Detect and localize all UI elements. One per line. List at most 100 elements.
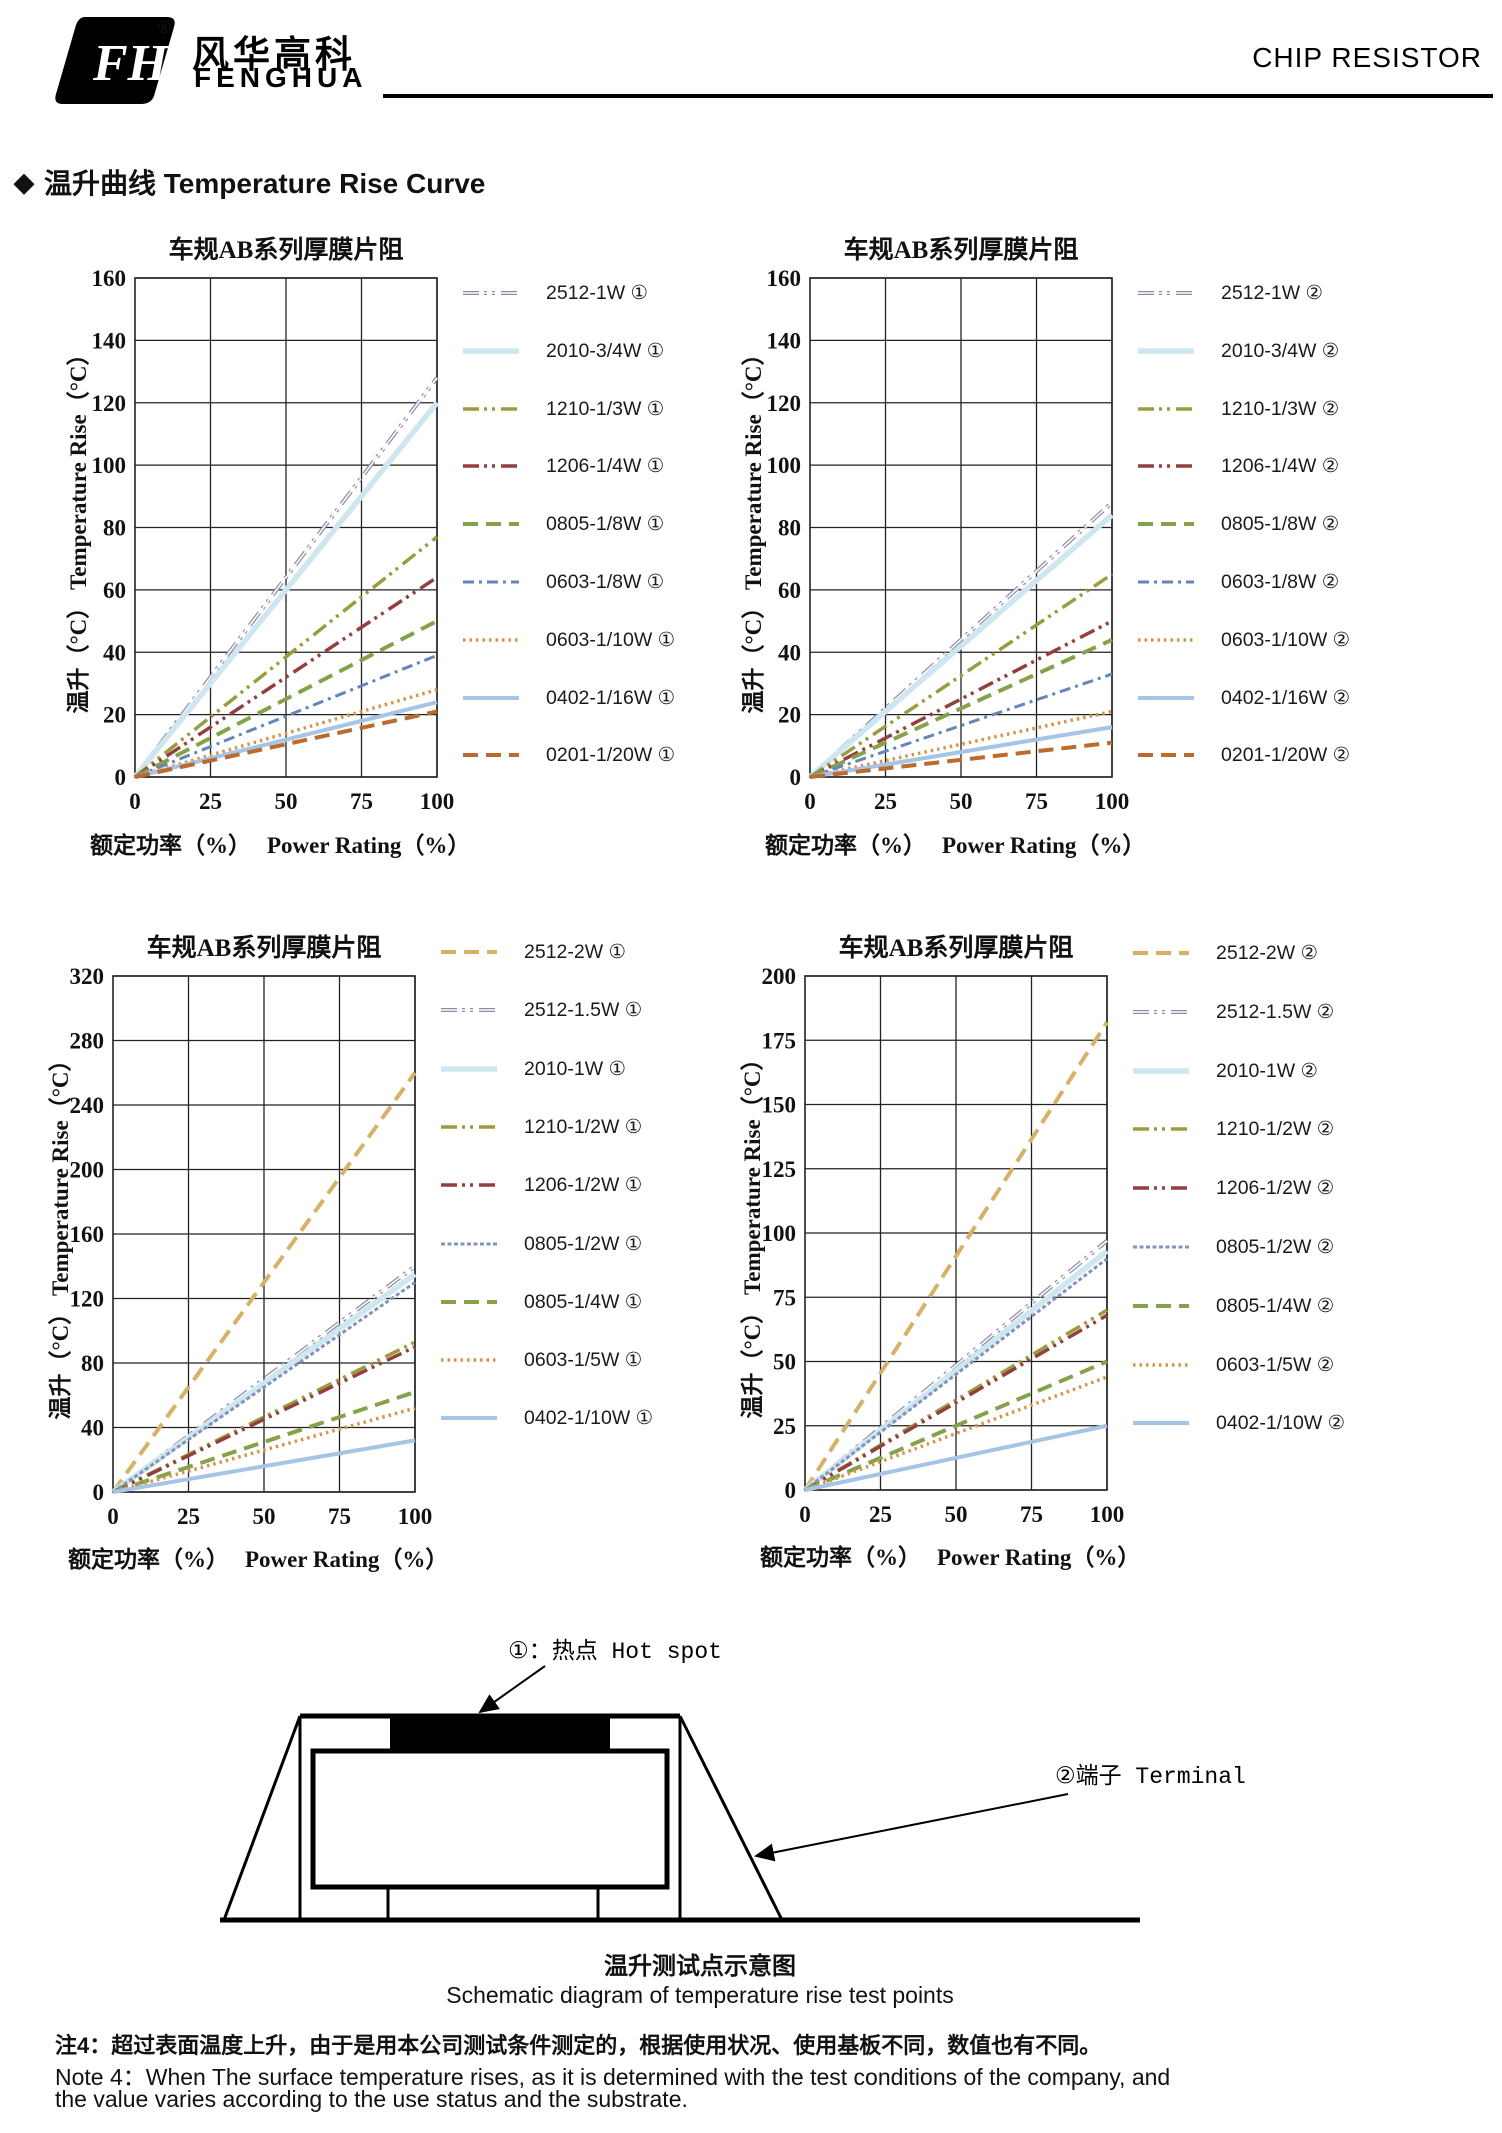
legend-swatch-0402-1-16w	[1138, 695, 1194, 700]
series-line-0805-1-8w	[809, 637, 1113, 779]
legend-swatch-0603-1-10w	[1138, 638, 1194, 642]
y-tick-label: 120	[70, 1287, 105, 1312]
chart-top-right: 车规AB系列厚膜片阻 0 20 40 60 80 100 120 140 160 0 25 50 75 1…	[735, 228, 1407, 900]
legend-label: 0603-1/5W ①	[524, 1349, 643, 1372]
legend-swatch-1210-1-2w	[1133, 1127, 1189, 1132]
legend-swatch-2512-1-5w	[1133, 1009, 1189, 1014]
legend-swatch-1206-1-4w	[1138, 464, 1194, 469]
series-line-0805-1-2w	[804, 1257, 1108, 1492]
legend-label: 2512-2W ②	[1216, 942, 1319, 964]
y-tick-label: 175	[762, 1028, 797, 1053]
y-tick-label: 100	[762, 1221, 797, 1246]
chart-legend: 2512-1W ② 2010-3/4W ② 1210-1/3W ② 1206-1/4W…	[1137, 228, 1405, 900]
legend-item: 0402-1/10W ①	[440, 1404, 653, 1432]
legend-label: 2010-1W ②	[1216, 1059, 1319, 1082]
series-line-2010-3-4w	[808, 512, 1114, 780]
chart-bottom-right: 车规AB系列厚膜片阻 0 25 50 75 100 125 150 175 200 0 25 50 75…	[730, 926, 1402, 1598]
chart-top-left: 车规AB系列厚膜片阻 0 20 40 60 80 100 120 140 160 0 25 50 75 1…	[60, 228, 732, 900]
x-tick-label: 0	[107, 1504, 119, 1529]
y-axis-label: 温升（°C） Temperature Rise（°C）	[740, 1047, 765, 1419]
x-tick-label: 0	[129, 789, 141, 814]
series-line-0603-1-10w	[134, 687, 438, 779]
left-terminal-slant	[222, 1715, 302, 1921]
y-tick-label: 80	[103, 516, 126, 541]
y-tick-label: 40	[778, 640, 801, 665]
legend-item: 0603-1/8W ①	[462, 568, 664, 596]
series-line-1206-1-2w	[804, 1313, 1108, 1492]
x-tick-label: 75	[328, 1504, 351, 1529]
series-line-0603-1-8w	[809, 672, 1113, 779]
legend-label: 2512-2W ①	[524, 941, 627, 963]
legend-label: 1210-1/2W ①	[524, 1115, 643, 1138]
chart-legend: 2512-2W ② 2512-1.5W ② 2010-1W ② 1210-1/2W ②…	[1132, 926, 1400, 1598]
x-axis-label-cn: 额定功率（%）	[760, 1545, 921, 1570]
note-english-line1: Note 4：When The surface temperature rise…	[55, 2064, 1171, 2090]
legend-label: 0603-1/10W ①	[546, 628, 676, 651]
legend-label: 0402-1/16W ②	[1221, 686, 1351, 709]
legend-item: 0201-1/20W ②	[1137, 741, 1350, 769]
y-tick-label: 200	[70, 1158, 105, 1183]
legend-label: 2512-1.5W ①	[524, 999, 643, 1022]
test-point-schematic: ①：热点 Hot spot ②端子 Terminal	[220, 1638, 1246, 1923]
chart-plot: 0 40 80 120 160 200 240 280 320 0 25 50 75 100	[70, 964, 433, 1529]
y-tick-label: 120	[767, 391, 802, 416]
legend-label: 0603-1/8W ①	[546, 571, 665, 593]
legend-item: 2512-2W ①	[440, 938, 626, 966]
y-axis-label: 温升（°C） Temperature Rise（°C）	[741, 342, 766, 714]
legend-item: 0603-1/10W ①	[462, 626, 675, 654]
series-line-0603-1-5w	[804, 1375, 1108, 1492]
x-axis-label-cn: 额定功率（%）	[90, 833, 251, 858]
legend-label: 2010-3/4W ②	[1221, 339, 1340, 362]
x-tick-label: 100	[420, 789, 455, 814]
series-line-1206-1-2w	[112, 1345, 416, 1494]
hot-spot-bar	[390, 1717, 610, 1751]
series-line-0805-1-4w	[112, 1390, 416, 1494]
y-tick-label: 0	[93, 1480, 105, 1505]
y-tick-label: 120	[92, 391, 127, 416]
legend-label: 0402-1/10W ②	[1216, 1412, 1346, 1435]
fenghua-logo-icon: FH	[55, 17, 175, 104]
legend-swatch-0805-1-4w	[441, 1299, 497, 1304]
chart-title: 车规AB系列厚膜片阻	[168, 237, 404, 264]
series-line-0402-1-10w	[112, 1438, 416, 1494]
y-tick-label: 160	[70, 1222, 105, 1247]
x-tick-label: 0	[804, 789, 816, 814]
legend-swatch-0603-1-5w	[441, 1358, 497, 1362]
legend-item: 0201-1/20W ①	[462, 741, 675, 769]
chart-title: 车规AB系列厚膜片阻	[146, 935, 382, 962]
logo-monogram: FH	[92, 35, 170, 92]
chart-plot: 0 20 40 60 80 100 120 140 160 0 25 50 75 100	[92, 266, 455, 814]
legend-label: 2010-1W ①	[524, 1057, 627, 1080]
x-axis-label-en: Power Rating（%）	[267, 833, 471, 858]
x-axis-label-cn: 额定功率（%）	[68, 1547, 229, 1572]
plot-border	[134, 277, 438, 778]
series-line-1210-1-2w	[804, 1308, 1108, 1492]
legend-label: 0805-1/8W ②	[1221, 513, 1340, 536]
legend-swatch-0805-1-2w	[1133, 1245, 1189, 1249]
legend-item: 0805-1/8W ①	[462, 510, 664, 538]
x-tick-label: 75	[1025, 789, 1048, 814]
legend-swatch-2512-2w	[1133, 951, 1189, 955]
series-line-0402-1-16w	[809, 725, 1113, 779]
x-axis-label-en: Power Rating（%）	[937, 1545, 1141, 1570]
x-tick-label: 75	[350, 789, 373, 814]
legend-item: 1210-1/2W ②	[1132, 1115, 1334, 1143]
y-tick-label: 240	[70, 1093, 105, 1118]
x-tick-label: 100	[1095, 789, 1130, 814]
legend-item: 0805-1/2W ②	[1132, 1233, 1334, 1261]
legend-swatch-0201-1-20w	[1138, 753, 1194, 758]
legend-item: 1206-1/4W ①	[462, 452, 664, 480]
right-terminal-slant	[678, 1715, 784, 1921]
hot-spot-label: ①：热点 Hot spot	[508, 1638, 722, 1665]
series-line-0805-1-8w	[134, 619, 438, 779]
terminal-label: ②端子 Terminal	[1055, 1763, 1246, 1790]
legend-label: 0402-1/10W ①	[524, 1407, 654, 1430]
y-tick-label: 0	[785, 1478, 797, 1503]
x-tick-label: 50	[275, 789, 298, 814]
legend-item: 0805-1/4W ①	[440, 1288, 642, 1316]
legend-swatch-1206-1-4w	[463, 464, 519, 469]
legend-swatch-2010-3-4w	[463, 348, 519, 354]
legend-label: 0603-1/8W ②	[1221, 571, 1340, 593]
legend-swatch-2512-2w	[441, 950, 497, 954]
y-tick-label: 20	[778, 703, 801, 728]
